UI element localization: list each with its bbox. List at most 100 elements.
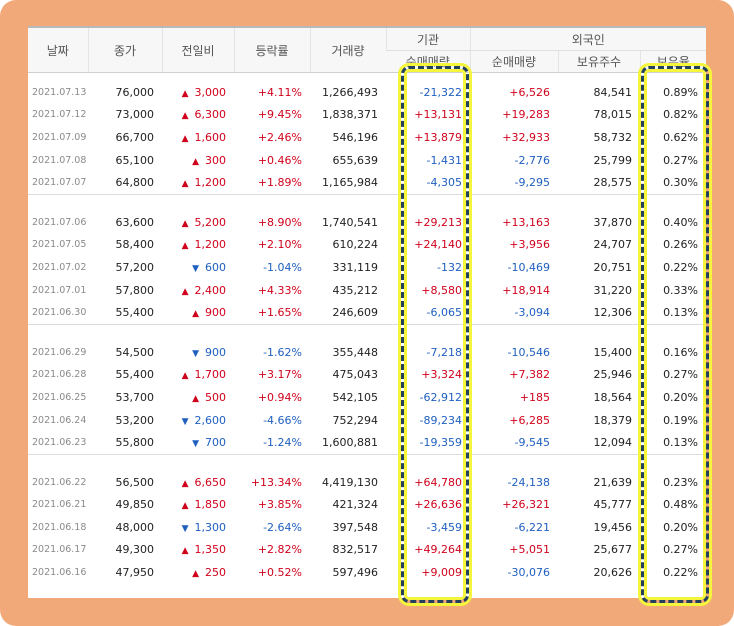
close-cell: 53,700: [115, 390, 155, 404]
table-row: 2021.07.02 57,200 ▼ 600 -1.04% 331,119 -132 -10…: [28, 256, 706, 279]
spacer-cell: [470, 323, 558, 341]
spacer-cell: [558, 323, 640, 341]
header-frgn-net: 순매매량: [469, 50, 558, 73]
change-cell: ▼ 700: [162, 431, 234, 454]
frgn-shares-cell: 21,639: [593, 475, 633, 489]
table-row: 2021.07.13 76,000 ▲ 3,000 +4.11% 1,266,493 -21…: [28, 81, 706, 104]
change-cell: ▲ 250: [162, 561, 234, 584]
inst-net-cell: -4,305: [426, 176, 462, 190]
rate-cell: -1.04%: [263, 260, 302, 274]
frgn-net-cell: +6,285: [509, 413, 550, 427]
frgn-net-cell: +3,956: [509, 238, 550, 252]
change-value: 1,350: [194, 543, 227, 557]
frgn-shares-cell: 12,306: [593, 306, 633, 320]
date-cell: 2021.07.02: [32, 261, 87, 273]
inst-net-cell: +13,131: [414, 108, 462, 122]
spacer-cell: [310, 453, 386, 471]
frgn-ratio-cell: 0.89%: [663, 85, 699, 99]
frgn-ratio-cell: 0.27%: [663, 543, 699, 557]
change-value: 2,600: [194, 413, 227, 427]
close-cell: 49,300: [115, 543, 155, 557]
table-header: 날짜 종가 전일비 등락률 거래량 기관 외국인 순매매량 순매매량 보유주수 …: [28, 27, 706, 73]
date-cell: 2021.06.16: [32, 567, 87, 579]
change-value: 1,600: [194, 130, 227, 144]
spacer-cell: [162, 453, 234, 471]
spacer-cell: [88, 193, 162, 211]
frgn-net-cell: +5,051: [509, 543, 550, 557]
inst-net-cell: +8,580: [421, 283, 462, 297]
table-row: 2021.06.24 53,200 ▼ 2,600 -4.66% 752,294 -89,2…: [28, 409, 706, 432]
change-cell: ▲ 900: [162, 301, 234, 324]
change-value: 1,700: [194, 368, 227, 382]
inst-net-cell: +26,636: [414, 498, 462, 512]
frgn-net-cell: +6,526: [509, 85, 550, 99]
spacer-cell: [234, 73, 310, 82]
up-triangle-icon: ▲: [181, 179, 189, 190]
close-cell: 54,500: [115, 345, 155, 359]
spacer-cell: [470, 73, 558, 82]
frgn-shares-cell: 31,220: [593, 283, 633, 297]
frgn-net-cell: -9,545: [514, 436, 550, 450]
close-cell: 56,500: [115, 475, 155, 489]
volume-cell: 246,609: [332, 306, 379, 320]
date-cell: 2021.07.12: [32, 109, 87, 121]
inst-net-cell: +24,140: [414, 238, 462, 252]
header-frgn-shares: 보유주수: [557, 50, 640, 73]
up-triangle-icon: ▲: [192, 156, 199, 167]
change-value: 250: [205, 566, 226, 580]
volume-cell: 832,517: [332, 543, 379, 557]
rate-cell: +2.82%: [257, 543, 302, 557]
inst-net-cell: -62,912: [419, 390, 462, 404]
change-value: 3,000: [194, 85, 227, 99]
frgn-net-cell: -6,221: [514, 520, 550, 534]
change-cell: ▲ 6,650: [162, 471, 234, 494]
frgn-net-cell: -10,469: [507, 260, 550, 274]
frgn-net-cell: +18,914: [502, 283, 550, 297]
spacer-cell: [162, 73, 234, 82]
frgn-shares-cell: 58,732: [593, 130, 633, 144]
spacer-cell: [640, 453, 706, 471]
table-row: 2021.06.30 55,400 ▲ 900 +1.65% 246,609 -6,065 -…: [28, 301, 706, 324]
spacer-cell: [162, 323, 234, 341]
frgn-ratio-cell: 0.22%: [663, 260, 699, 274]
institution-column-highlight: [401, 66, 469, 603]
change-cell: ▲ 1,350: [162, 539, 234, 562]
spacer-cell: [310, 73, 386, 82]
rate-cell: +13.34%: [250, 475, 302, 489]
header-change: 전일비: [161, 27, 234, 73]
down-triangle-icon: ▼: [192, 263, 199, 274]
rate-cell: -2.64%: [263, 520, 302, 534]
volume-cell: 655,639: [332, 153, 379, 167]
frgn-net-cell: +13,163: [502, 215, 550, 229]
up-triangle-icon: ▲: [181, 546, 189, 557]
frgn-ratio-cell: 0.22%: [663, 566, 699, 580]
date-cell: 2021.06.18: [32, 521, 87, 533]
change-value: 6,300: [194, 108, 227, 122]
frgn-shares-cell: 20,751: [593, 260, 633, 274]
inst-net-cell: -132: [437, 260, 462, 274]
inst-net-cell: +13,879: [414, 130, 462, 144]
inst-net-cell: +64,780: [414, 475, 462, 489]
frgn-net-cell: -2,776: [514, 153, 550, 167]
inst-net-cell: -1,431: [426, 153, 462, 167]
change-cell: ▼ 900: [162, 341, 234, 364]
inst-net-cell: +49,264: [414, 543, 462, 557]
inst-net-cell: +29,213: [414, 215, 462, 229]
spacer-cell: [234, 323, 310, 341]
frgn-ratio-cell: 0.33%: [663, 283, 699, 297]
close-cell: 55,400: [115, 306, 155, 320]
table-row: 2021.06.28 55,400 ▲ 1,700 +3.17% 475,043 +3,32…: [28, 364, 706, 387]
header-foreign: 외국인: [469, 27, 706, 51]
table-row: 2021.07.09 66,700 ▲ 1,600 +2.46% 546,196 +13,8…: [28, 126, 706, 149]
volume-cell: 421,324: [332, 498, 379, 512]
date-cell: 2021.06.17: [32, 544, 87, 556]
change-cell: ▲ 1,850: [162, 494, 234, 517]
inst-net-cell: -89,234: [419, 413, 462, 427]
table-row: 2021.07.06 63,600 ▲ 5,200 +8.90% 1,740,541 +29…: [28, 211, 706, 234]
ratio-column-highlight: [641, 66, 709, 603]
up-triangle-icon: ▲: [181, 111, 189, 122]
header-date: 날짜: [28, 27, 88, 73]
down-triangle-icon: ▼: [192, 348, 199, 359]
volume-cell: 546,196: [332, 130, 379, 144]
change-cell: ▼ 1,300: [162, 516, 234, 539]
